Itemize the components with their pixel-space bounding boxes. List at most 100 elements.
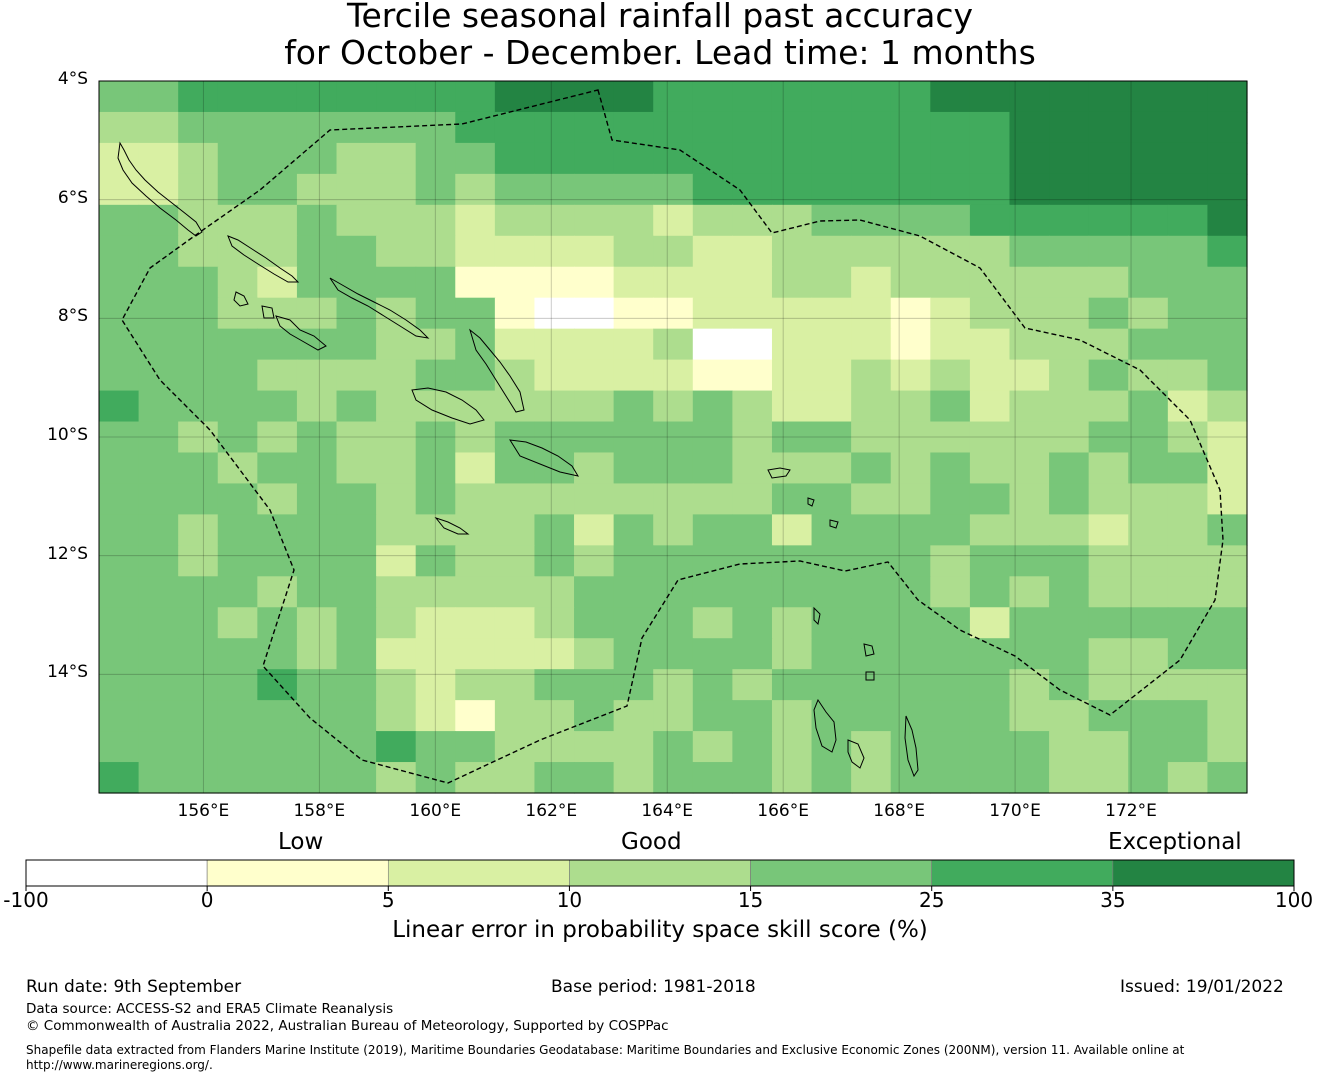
skill-cell xyxy=(732,452,773,485)
coastline-small-2 xyxy=(807,497,815,507)
skill-cell xyxy=(455,452,496,485)
skill-cell xyxy=(455,81,496,113)
skill-cell xyxy=(811,173,852,206)
skill-cell xyxy=(732,607,773,639)
skill-cell xyxy=(692,731,733,763)
skill-cell xyxy=(811,421,852,454)
skill-cell xyxy=(296,607,338,639)
skill-cell xyxy=(99,235,140,268)
skill-cell xyxy=(851,390,892,423)
skill-cell xyxy=(890,235,931,268)
skill-cell xyxy=(1128,700,1169,732)
skill-cell xyxy=(653,514,694,546)
skill-cell xyxy=(494,545,536,577)
skill-cell xyxy=(1009,111,1050,144)
skill-cell xyxy=(771,204,813,237)
skill-cell xyxy=(99,111,140,144)
skill-cell xyxy=(811,576,852,608)
skill-cell xyxy=(811,81,852,113)
skill-cell xyxy=(653,173,694,206)
skill-cell xyxy=(534,111,575,144)
skill-cell xyxy=(178,514,219,546)
skill-cell xyxy=(1167,700,1209,732)
skill-cell xyxy=(1049,111,1090,144)
skill-cell xyxy=(692,111,733,144)
skill-cell xyxy=(613,266,654,299)
skill-cell xyxy=(1009,81,1050,113)
skill-cell xyxy=(296,235,338,268)
skill-cell xyxy=(455,235,496,268)
skill-cell xyxy=(1167,421,1209,454)
skill-cell xyxy=(257,390,298,423)
skill-cell xyxy=(811,483,852,515)
skill-cell xyxy=(376,762,417,794)
skill-cell xyxy=(1009,235,1050,268)
skill-cell xyxy=(930,421,971,454)
skill-cell xyxy=(732,731,773,763)
skill-cell xyxy=(178,142,219,175)
skill-cell xyxy=(574,700,615,732)
skill-cell xyxy=(415,297,456,330)
skill-cell xyxy=(1207,235,1248,268)
skill-cell xyxy=(99,266,140,299)
skill-cell xyxy=(732,142,773,175)
skill-cell xyxy=(138,142,179,175)
skill-cell xyxy=(138,576,179,608)
skill-cell xyxy=(257,142,298,175)
skill-cell xyxy=(99,297,140,330)
skill-cell xyxy=(890,514,931,546)
skill-cell xyxy=(930,700,971,732)
skill-cell xyxy=(613,576,654,608)
skill-cell xyxy=(534,204,575,237)
skill-cell xyxy=(415,762,456,794)
skill-cell xyxy=(1207,576,1248,608)
skill-cell xyxy=(415,638,456,670)
skill-cell xyxy=(217,638,258,670)
skill-cell xyxy=(1207,669,1248,701)
coastline-new-georgia-2 xyxy=(275,315,327,351)
skill-cell xyxy=(574,545,615,577)
coastline-espiritu-santo xyxy=(813,698,837,753)
skill-cell xyxy=(296,514,338,546)
skill-cell xyxy=(1207,421,1248,454)
skill-cell xyxy=(534,638,575,670)
skill-cell xyxy=(1088,204,1129,237)
skill-cell xyxy=(771,762,813,794)
skill-cell xyxy=(257,731,298,763)
skill-cell xyxy=(692,235,733,268)
skill-cell xyxy=(257,762,298,794)
coastline-malekula xyxy=(847,739,865,769)
skill-cell xyxy=(1167,359,1209,392)
colorbar-tick-label: 10 xyxy=(556,888,583,912)
skill-cell xyxy=(99,731,140,763)
skill-cell xyxy=(494,700,536,732)
skill-cell xyxy=(613,328,654,361)
skill-cell xyxy=(1009,638,1050,670)
skill-cell xyxy=(99,545,140,577)
skill-cell xyxy=(296,266,338,299)
skill-cell xyxy=(811,638,852,670)
shapefile-credit: Shapefile data extracted from Flanders M… xyxy=(26,1043,1185,1072)
skill-cell xyxy=(1009,607,1050,639)
skill-cell xyxy=(376,545,417,577)
skill-cell xyxy=(969,235,1011,268)
skill-cell xyxy=(534,328,575,361)
skill-cell xyxy=(851,297,892,330)
skill-cell xyxy=(376,359,417,392)
category-label-low: Low xyxy=(278,829,324,855)
chart-title-line-1: Tercile seasonal rainfall past accuracy xyxy=(346,0,974,35)
skill-cell xyxy=(138,359,179,392)
skill-cell xyxy=(969,607,1011,639)
skill-cell xyxy=(138,731,179,763)
skill-cell xyxy=(534,576,575,608)
skill-cell xyxy=(613,390,654,423)
skill-cell xyxy=(890,452,931,485)
skill-cell xyxy=(1049,762,1090,794)
skill-cell xyxy=(257,173,298,206)
latitude-label: 6°S xyxy=(57,187,88,208)
skill-cell xyxy=(296,81,338,113)
skill-cell xyxy=(692,266,733,299)
skill-cell xyxy=(138,421,179,454)
skill-cell xyxy=(574,514,615,546)
skill-cell xyxy=(574,111,615,144)
